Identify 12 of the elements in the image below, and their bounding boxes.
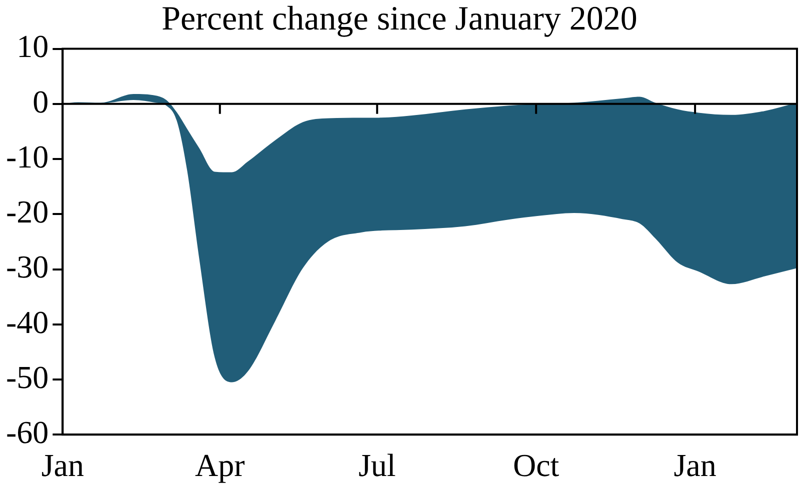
x-tick-label: Apr — [195, 447, 246, 484]
y-tick-label: -10 — [6, 138, 49, 174]
x-tick-label: Oct — [512, 447, 560, 484]
y-tick-label: -30 — [6, 248, 49, 285]
chart-title: Percent change since January 2020 — [162, 0, 638, 38]
x-tick-label: Jan — [674, 447, 716, 484]
y-tick-label: -50 — [6, 358, 49, 395]
y-tick-label: -20 — [6, 194, 49, 230]
x-tick-label: Jul — [358, 447, 396, 484]
y-tick-label: -40 — [6, 304, 49, 340]
y-tick-label: 10 — [16, 28, 49, 64]
y-tick-label: 0 — [32, 83, 49, 120]
